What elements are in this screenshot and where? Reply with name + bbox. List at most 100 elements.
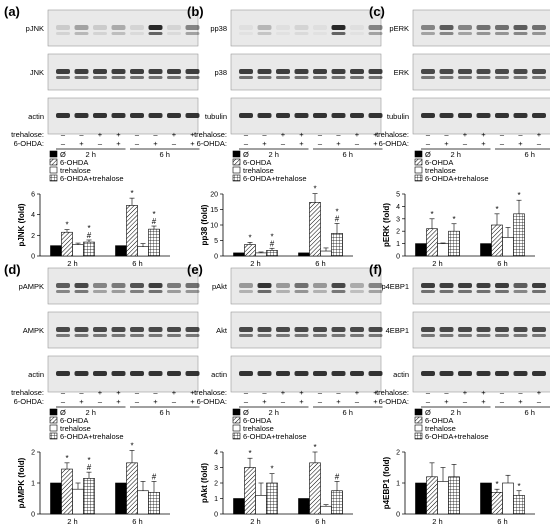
time-label: 6 h: [525, 150, 535, 159]
blot-band: [476, 32, 491, 35]
blot-band: [130, 76, 144, 79]
treatment-mark: +: [537, 130, 542, 139]
y-tick-label: 0: [31, 512, 35, 519]
legend-label: 6-OHDA+trehalose: [425, 174, 489, 183]
treatment-mark: –: [318, 397, 323, 406]
legend-label: trehalose: [425, 166, 456, 175]
treatment-mark: –: [500, 130, 505, 139]
blot-band: [239, 334, 253, 337]
blot-band: [350, 290, 364, 293]
blot-band: [185, 25, 200, 30]
blot-band: [130, 32, 144, 35]
time-label: 6 h: [343, 150, 353, 159]
bar: [448, 230, 460, 257]
treatment-mark: –: [444, 388, 449, 397]
treatment-mark: +: [481, 397, 486, 406]
blot-band: [93, 25, 107, 30]
blot-band: [350, 113, 364, 118]
y-tick-label: 2: [31, 233, 35, 240]
blot-band: [93, 76, 107, 79]
blot-band: [148, 290, 163, 293]
blot-band: [513, 290, 528, 293]
blot-band: [495, 69, 509, 74]
treatment-mark: +: [444, 397, 449, 406]
bar: [513, 495, 525, 515]
panel-letter: (a): [4, 4, 20, 19]
blot-label: p4EBP1: [381, 282, 409, 291]
blot-band: [148, 283, 163, 288]
treatment-mark: +: [355, 130, 360, 139]
significance-mark: *: [87, 224, 90, 233]
blot-band: [368, 69, 383, 74]
significance-mark: *: [517, 191, 520, 200]
blot-band: [368, 371, 383, 376]
blot-band: [513, 327, 528, 332]
treatment-mark: +: [336, 139, 341, 148]
blot-label: pAkt: [212, 282, 228, 291]
blot-band: [239, 371, 253, 376]
treatment-mark: +: [116, 388, 121, 397]
blot-band: [93, 113, 107, 118]
y-tick-label: 3: [396, 216, 400, 223]
time-label: 2 h: [86, 150, 96, 159]
blot-band: [421, 334, 435, 337]
treatment-label: 6-OHDA:: [197, 397, 227, 406]
blot-band: [276, 76, 290, 79]
blot-band: [495, 32, 509, 35]
blot-band: [350, 334, 364, 337]
treatment-mark: +: [262, 139, 267, 148]
blot-band: [294, 290, 309, 293]
treatment-mark: –: [244, 130, 249, 139]
blot-band: [93, 334, 107, 337]
blot-label: tubulin: [205, 112, 227, 121]
blot-band: [111, 327, 126, 332]
blot-band: [439, 113, 454, 118]
legend-swatch: [414, 424, 423, 432]
blot-band: [276, 283, 290, 288]
blot-label: pp38: [210, 24, 227, 33]
blot-band: [111, 25, 126, 30]
bar: [137, 490, 149, 515]
significance-mark: *: [430, 210, 433, 219]
treatment-mark: –: [355, 397, 360, 406]
treatment-label: 6-OHDA:: [379, 139, 409, 148]
treatment-mark: –: [244, 397, 249, 406]
y-axis-label: pp38 (fold): [200, 204, 209, 245]
blot-band: [276, 371, 290, 376]
blot-band: [313, 113, 327, 118]
significance-mark: *: [335, 207, 338, 216]
treatment-mark: –: [153, 388, 158, 397]
treatment-mark: +: [153, 139, 158, 148]
significance-mark: *: [130, 189, 133, 198]
treatment-label: trehalose:: [194, 388, 227, 397]
blot-band: [294, 113, 309, 118]
legend-swatch: [49, 158, 58, 166]
y-tick-label: 5: [396, 192, 400, 199]
blot-band: [350, 327, 364, 332]
treatment-label: trehalose:: [376, 130, 409, 139]
blot-band: [239, 283, 253, 288]
time-label: 2 h: [269, 150, 279, 159]
blot-band: [368, 327, 383, 332]
blot-band: [313, 69, 327, 74]
bar: [255, 252, 267, 257]
bar: [331, 233, 343, 257]
treatment-mark: –: [281, 139, 286, 148]
blot-band: [476, 76, 491, 79]
treatment-label: trehalose:: [11, 388, 44, 397]
bar: [309, 462, 321, 515]
treatment-mark: –: [336, 130, 341, 139]
bar: [72, 244, 84, 257]
legend-label: trehalose: [425, 424, 456, 433]
blot-band: [111, 69, 126, 74]
treatment-mark: –: [244, 139, 249, 148]
blot-band: [294, 327, 309, 332]
blot-panel-6: (f)p4EBP14EBP1actintrehalose:––++––++6-O…: [369, 262, 550, 417]
treatment-mark: +: [172, 130, 177, 139]
blot-band: [532, 371, 546, 376]
y-tick-label: 2: [214, 481, 218, 488]
treatment-mark: –: [518, 130, 523, 139]
blot-band: [93, 290, 107, 293]
